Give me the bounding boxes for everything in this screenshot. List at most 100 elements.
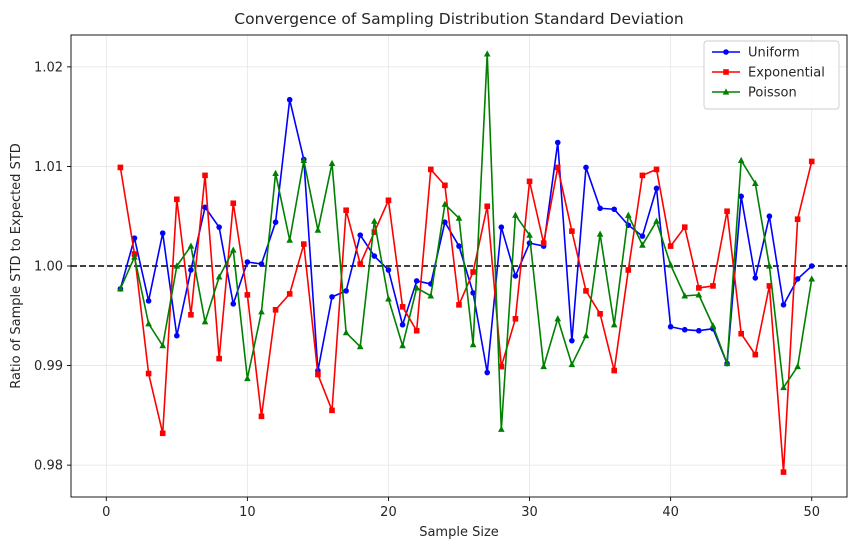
data-point-exponential <box>329 407 335 414</box>
data-point-exponential <box>399 304 406 310</box>
data-point-exponential <box>639 172 646 179</box>
data-point-exponential <box>498 363 505 370</box>
data-point-uniform <box>681 326 688 333</box>
x-tick-label: 10 <box>239 505 256 520</box>
series-layer <box>117 50 816 475</box>
legend-swatch-marker <box>723 49 729 55</box>
data-point-uniform <box>554 139 561 146</box>
data-point-uniform <box>385 267 392 273</box>
series-exponential <box>117 158 815 475</box>
data-point-exponential <box>230 200 237 207</box>
data-point-exponential <box>696 285 702 291</box>
y-tick-label: 0.98 <box>34 459 63 474</box>
data-point-uniform <box>442 219 448 225</box>
data-point-exponential <box>554 164 561 171</box>
data-point-poisson <box>582 332 590 339</box>
x-axis-label: Sample Size <box>419 525 499 540</box>
data-point-uniform <box>470 290 476 296</box>
data-point-exponential <box>710 283 716 289</box>
data-point-poisson <box>498 425 505 432</box>
data-point-uniform <box>216 224 222 230</box>
data-point-poisson <box>314 226 322 233</box>
data-point-exponential <box>145 370 152 377</box>
data-point-poisson <box>596 230 604 237</box>
series-line-uniform <box>119 98 813 374</box>
data-point-uniform <box>738 193 744 200</box>
data-point-exponential <box>244 292 251 298</box>
data-point-poisson <box>455 214 463 221</box>
data-point-exponential <box>766 283 773 289</box>
series-line-poisson <box>119 53 813 431</box>
data-point-uniform <box>639 233 646 239</box>
data-point-poisson <box>512 211 519 218</box>
data-point-uniform <box>808 263 815 269</box>
series-poisson <box>117 50 816 432</box>
data-point-uniform <box>399 321 406 328</box>
data-point-uniform <box>780 302 787 308</box>
data-point-exponential <box>512 315 519 322</box>
data-point-exponential <box>202 172 208 179</box>
data-point-poisson <box>201 318 209 325</box>
data-point-uniform <box>230 301 237 307</box>
data-point-poisson <box>258 308 265 315</box>
data-point-exponential <box>315 371 321 378</box>
data-point-poisson <box>751 179 759 186</box>
data-point-uniform <box>329 294 335 300</box>
y-tick-label: 1.01 <box>34 160 63 175</box>
legend-label: Exponential <box>748 66 825 81</box>
data-point-poisson <box>610 321 618 328</box>
data-point-poisson <box>808 275 816 282</box>
data-point-poisson <box>300 156 308 164</box>
data-point-poisson <box>723 359 731 367</box>
data-point-exponential <box>427 166 434 173</box>
data-point-uniform <box>456 243 462 249</box>
data-point-uniform <box>343 288 349 294</box>
data-point-uniform <box>159 230 166 236</box>
data-point-poisson <box>187 242 195 249</box>
data-point-poisson <box>244 374 251 382</box>
data-point-poisson <box>173 262 181 269</box>
data-point-exponential <box>484 203 491 210</box>
data-point-uniform <box>583 164 589 171</box>
x-axis: 0 10 20 30 40 50 <box>102 497 820 520</box>
data-point-uniform <box>188 267 194 273</box>
data-point-poisson <box>342 329 350 336</box>
legend-item-exponential: Exponential <box>712 66 825 81</box>
data-point-poisson <box>737 156 745 164</box>
data-point-poisson <box>145 320 152 327</box>
x-tick-label: 20 <box>380 505 397 520</box>
y-tick-label: 1.02 <box>34 60 63 75</box>
data-point-exponential <box>526 178 533 185</box>
data-point-exponential <box>159 430 166 437</box>
data-point-poisson <box>117 285 124 292</box>
data-point-poisson <box>469 341 477 348</box>
data-point-exponential <box>569 228 575 234</box>
data-point-exponential <box>738 330 744 337</box>
data-point-exponential <box>794 216 801 223</box>
data-point-poisson <box>159 342 167 349</box>
data-point-poisson <box>780 383 787 391</box>
data-point-uniform <box>597 205 603 212</box>
data-point-poisson <box>356 343 364 350</box>
data-point-exponential <box>540 240 547 246</box>
data-point-exponential <box>413 327 420 334</box>
x-tick-label: 40 <box>662 505 679 520</box>
data-point-exponential <box>117 164 124 171</box>
data-point-uniform <box>794 276 801 282</box>
data-point-poisson <box>794 362 801 370</box>
data-point-uniform <box>174 332 180 339</box>
data-point-uniform <box>145 298 152 304</box>
data-point-uniform <box>569 337 575 344</box>
chart-title: Convergence of Sampling Distribution Sta… <box>234 10 683 28</box>
data-point-exponential <box>343 207 349 214</box>
data-point-poisson <box>272 169 279 177</box>
legend-swatch-marker <box>723 69 729 75</box>
data-point-uniform <box>696 327 702 334</box>
data-point-exponential <box>780 469 787 475</box>
data-point-poisson <box>653 217 660 224</box>
data-point-poisson <box>399 342 406 349</box>
data-point-poisson <box>427 292 435 299</box>
data-point-exponential <box>216 355 222 362</box>
data-point-poisson <box>667 261 674 268</box>
